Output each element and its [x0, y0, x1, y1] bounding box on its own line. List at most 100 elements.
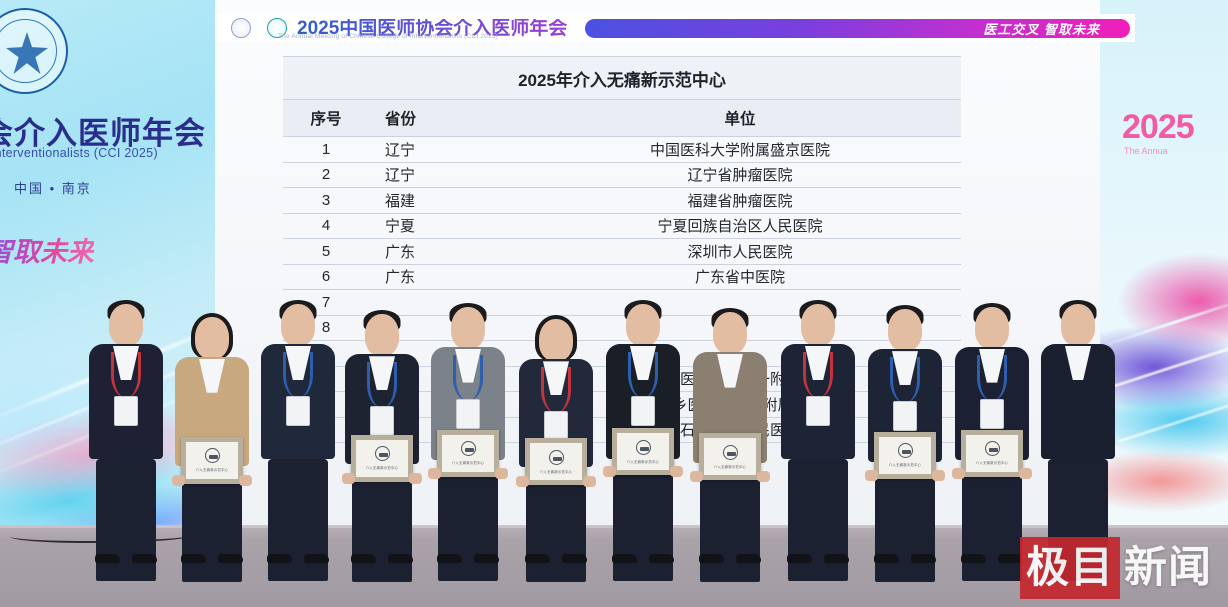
recipient-hands — [865, 469, 945, 482]
recipient-shoes — [267, 554, 329, 563]
column-header-no: 序号 — [283, 99, 369, 137]
award-plaque: 介入无痛新示范中心 — [181, 436, 243, 484]
decorative-wave-right — [1100, 241, 1228, 535]
recipient-head — [626, 304, 660, 346]
cci-emblem-icon — [0, 8, 68, 94]
cell-org: 中国医科大学附属盛京医院 — [519, 136, 961, 163]
award-plaque-caption: 介入无痛新示范中心 — [975, 461, 1009, 466]
recipient-shoes — [787, 554, 849, 563]
recipient-hands — [428, 467, 508, 480]
cell-province: 广东 — [369, 264, 519, 290]
association-emblem-icon — [231, 18, 251, 38]
award-plaque-caption: 介入无痛新示范中心 — [195, 468, 229, 473]
cell-province: 辽宁 — [369, 136, 519, 163]
award-plaque: 介入无痛新示范中心 — [612, 428, 674, 476]
recipient-shoes — [181, 554, 243, 563]
event-banner-title: 2025中国医师协会介入医师年会 — [297, 17, 568, 39]
event-banner-slogan: 医工交叉 智取未来 — [983, 22, 1100, 37]
recipient-head — [888, 309, 922, 352]
recipient-head — [713, 311, 747, 354]
award-seal-icon — [204, 448, 220, 464]
event-banner-slogan-bar: 医工交叉 智取未来 — [585, 19, 1130, 38]
award-seal-icon — [635, 439, 651, 455]
award-plaque: 介入无痛新示范中心 — [437, 429, 499, 477]
cell-org: 福建省肿瘤医院 — [519, 187, 961, 214]
cell-org: 广东省中医院 — [519, 264, 961, 290]
award-recipient — [1038, 300, 1118, 582]
award-seal-icon — [897, 443, 913, 459]
table-title: 2025年介入无痛新示范中心 — [283, 56, 961, 100]
cell-province: 广东 — [369, 238, 519, 265]
award-recipient: 介入无痛新示范中心 — [172, 312, 252, 583]
recipient-shoes — [525, 554, 587, 563]
cell-org: 深圳市人民医院 — [519, 238, 961, 265]
table-row: 5 广东 深圳市人民医院 — [283, 238, 961, 265]
table-header-row: 序号 省份 单位 — [283, 99, 961, 137]
award-seal-icon — [722, 444, 738, 460]
table-row: 3 福建 福建省肿瘤医院 — [283, 187, 961, 214]
watermark-white-text: 新闻 — [1124, 542, 1212, 593]
table-row: 6 广东 广东省中医院 — [283, 264, 961, 290]
recipient-badge — [544, 411, 568, 442]
recipient-head — [1061, 304, 1095, 346]
recipient-badge — [893, 401, 917, 432]
cell-province — [369, 289, 519, 316]
award-recipient — [778, 300, 858, 582]
recipient-badge — [286, 396, 310, 426]
award-recipient: 介入无痛新示范中心 — [952, 302, 1032, 582]
recipient-shoes — [699, 554, 761, 563]
award-seal-icon — [548, 449, 564, 465]
table-row: 4 宁夏 宁夏回族自治区人民医院 — [283, 213, 961, 239]
recipient-lanyard — [890, 357, 920, 404]
cell-org: 宁夏回族自治区人民医院 — [519, 213, 961, 239]
award-plaque: 介入无痛新示范中心 — [699, 433, 761, 481]
left-panel-slogan: 智取未来 — [0, 230, 94, 269]
cell-province: 福建 — [369, 187, 519, 214]
right-decor-panel: 2025 The Annua — [1100, 0, 1228, 535]
award-recipient — [258, 300, 338, 582]
award-recipient: 介入无痛新示范中心 — [342, 310, 422, 582]
award-seal-icon — [984, 441, 1000, 457]
right-panel-year: 2025 — [1122, 108, 1195, 146]
column-header-province: 省份 — [369, 99, 519, 137]
recipient-head — [975, 306, 1009, 349]
recipient-shoes — [437, 554, 499, 563]
left-panel-cn-title: 会介入医师年会 — [0, 116, 206, 151]
award-plaque-caption: 介入无痛新示范中心 — [713, 464, 747, 469]
recipient-lanyard — [977, 354, 1007, 401]
table-row: 2 辽宁 辽宁省肿瘤医院 — [283, 162, 961, 188]
award-recipient — [86, 300, 166, 582]
watermark-red-text: 极目 — [1026, 542, 1114, 593]
recipient-badge — [114, 396, 138, 426]
recipient-head — [195, 316, 229, 359]
recipient-head — [539, 319, 573, 362]
award-plaque-caption: 介入无痛新示范中心 — [539, 469, 573, 474]
cci-emblem-inner-icon — [6, 32, 48, 74]
recipient-hands — [952, 467, 1032, 480]
recipient-head — [281, 304, 315, 346]
award-recipient: 介入无痛新示范中心 — [865, 305, 945, 582]
award-seal-icon — [374, 446, 390, 462]
recipient-shoes — [95, 554, 157, 563]
award-plaque: 介入无痛新示范中心 — [874, 431, 936, 479]
recipient-lanyard — [283, 352, 313, 398]
award-plaque-caption: 介入无痛新示范中心 — [888, 463, 922, 468]
recipient-badge — [370, 406, 394, 437]
award-seal-icon — [460, 441, 476, 457]
cell-org: 辽宁省肿瘤医院 — [519, 162, 961, 188]
cell-no: 1 — [283, 136, 369, 163]
recipient-hands — [342, 472, 422, 485]
award-plaque: 介入无痛新示范中心 — [351, 434, 413, 482]
cell-province: 宁夏 — [369, 213, 519, 239]
award-recipient: 介入无痛新示范中心 — [516, 315, 596, 583]
recipient-shoes — [874, 554, 936, 563]
cell-no: 5 — [283, 238, 369, 265]
award-plaque-caption: 介入无痛新示范中心 — [626, 459, 660, 464]
recipient-hands — [603, 466, 683, 478]
cci-logo-icon — [267, 18, 287, 38]
column-header-org: 单位 — [519, 99, 961, 137]
cell-no: 6 — [283, 264, 369, 290]
recipient-shoes — [351, 554, 413, 563]
